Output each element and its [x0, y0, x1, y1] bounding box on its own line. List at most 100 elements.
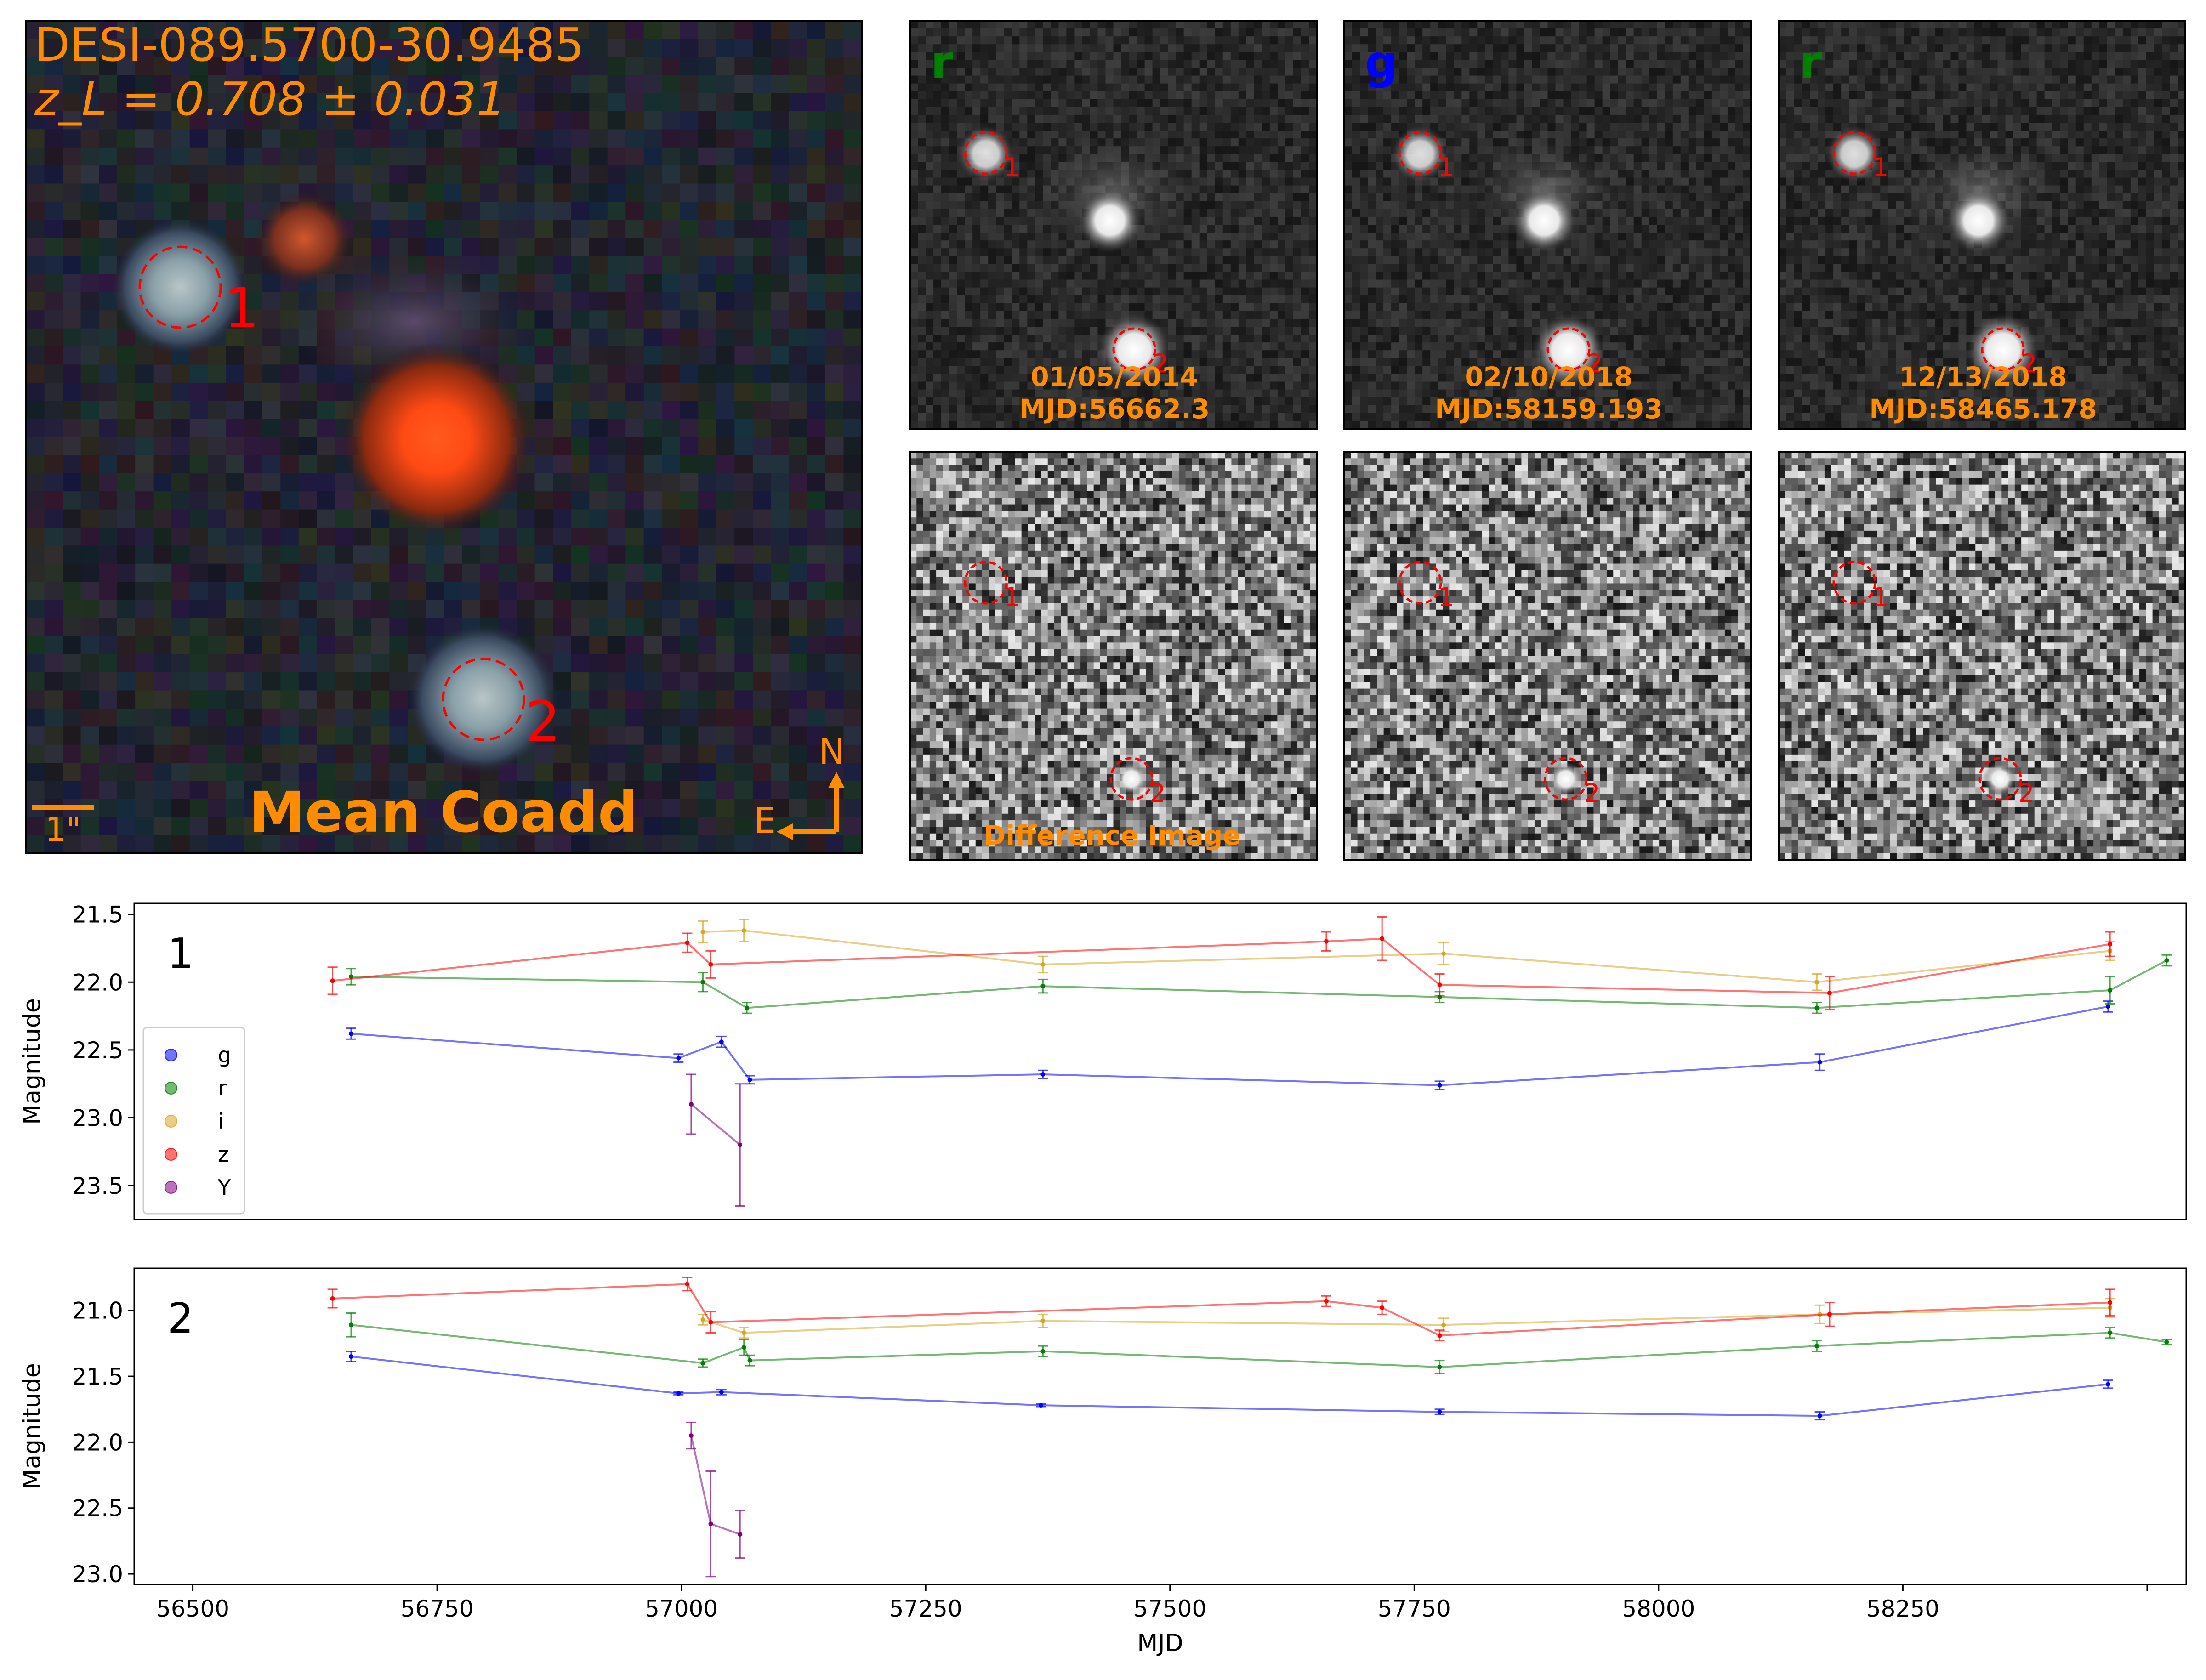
- epoch-2-source-1-circle: [1398, 131, 1442, 175]
- legend-marker: [165, 1049, 177, 1061]
- data-point: [1827, 1312, 1832, 1317]
- epoch-2-source-2-label: 2: [1586, 349, 1603, 379]
- data-point: [741, 928, 746, 933]
- data-point: [1380, 1305, 1385, 1310]
- diff-2-source-2-circle: [1544, 757, 1588, 801]
- epoch-3-source-1-circle: [1832, 131, 1876, 175]
- series-r: [346, 1312, 2172, 1374]
- data-point: [1441, 951, 1446, 956]
- data-point: [1437, 1409, 1442, 1414]
- y-tick-label: 23.0: [72, 1561, 123, 1588]
- data-point: [708, 962, 713, 967]
- data-point: [1441, 1322, 1446, 1328]
- difference-panel-3: 12: [1778, 451, 2186, 861]
- legend-marker: [165, 1181, 177, 1194]
- diff-3-source-1-circle: [1832, 561, 1876, 605]
- data-point: [700, 1361, 705, 1366]
- data-point: [2105, 1004, 2110, 1009]
- epoch-mjd: MJD:58159.193: [1435, 393, 1663, 425]
- data-point: [2108, 942, 2113, 947]
- epoch-3-source-2-circle: [1981, 327, 2025, 371]
- diff-1-source-2-circle: [1109, 757, 1154, 801]
- data-point: [1324, 1299, 1329, 1304]
- y-tick-label: 21.5: [72, 902, 123, 928]
- y-axis-label: Magnitude: [18, 1363, 46, 1490]
- source-1-blob: [957, 125, 1014, 182]
- source-2-blob: [1532, 313, 1605, 387]
- difference-panel-1: 1 2 Difference Image: [909, 451, 1318, 861]
- data-point: [1380, 936, 1385, 941]
- data-point: [349, 1354, 354, 1359]
- data-point: [738, 1532, 743, 1537]
- source-2-blob: [1966, 313, 2040, 387]
- data-point: [745, 1005, 750, 1010]
- redshift-label: z_L = 0.708 ± 0.031: [34, 72, 506, 126]
- data-point: [2164, 1339, 2169, 1345]
- image-panels: 1 2 DESI-089.5700-30.9485 z_L = 0.708 ± …: [25, 18, 2186, 861]
- data-point: [738, 1142, 743, 1147]
- data-point: [747, 1358, 752, 1363]
- legend-label: Y: [217, 1175, 231, 1200]
- compass-east: E: [754, 800, 776, 841]
- series-g: [346, 1000, 2113, 1090]
- epoch-1-source-2-label: 2: [1152, 349, 1169, 379]
- target-name: DESI-089.5700-30.9485: [34, 18, 584, 72]
- data-point: [1437, 1365, 1442, 1369]
- x-tick-label: 56500: [156, 1595, 229, 1622]
- data-point: [747, 1077, 752, 1082]
- y-tick-label: 23.5: [72, 1173, 123, 1199]
- data-point: [1437, 982, 1442, 988]
- x-tick-label: 57000: [645, 1595, 718, 1622]
- lens-blob: [1078, 188, 1142, 253]
- data-point: [1040, 1318, 1046, 1323]
- epoch-band-label: r: [931, 35, 954, 89]
- series-g: [346, 1351, 2113, 1421]
- difference-image-label: Difference Image: [984, 820, 1241, 851]
- difference-panel-2: 12: [1343, 451, 1752, 861]
- source-2-circle: [442, 658, 525, 741]
- x-tick-label: 58000: [1622, 1595, 1695, 1622]
- series-z: [327, 1277, 2115, 1342]
- source-1-circle: [138, 245, 222, 329]
- y-tick-label: 22.5: [72, 1037, 123, 1064]
- data-point: [700, 980, 705, 985]
- series-line: [351, 959, 2167, 1009]
- y-tick-label: 22.5: [72, 1495, 123, 1522]
- data-point: [676, 1391, 681, 1396]
- data-point: [1814, 1005, 1819, 1010]
- data-point: [700, 930, 705, 935]
- source-1-label: 1: [224, 277, 259, 341]
- x-tick-label: 57250: [889, 1595, 962, 1622]
- data-point: [330, 1296, 335, 1301]
- data-point: [1040, 1349, 1046, 1354]
- source-2-label: 2: [525, 690, 560, 754]
- x-tick-label: 56750: [401, 1595, 474, 1622]
- data-point: [685, 1282, 690, 1287]
- legend-label: i: [218, 1109, 224, 1134]
- panel-label: 1: [167, 930, 193, 978]
- y-tick-label: 21.5: [72, 1363, 123, 1390]
- legend-marker: [165, 1082, 177, 1095]
- diff-1-source-1-circle: [964, 561, 1008, 605]
- legend-box: [142, 1027, 245, 1215]
- epoch-2-source-1-label: 1: [1438, 153, 1455, 183]
- data-point: [2108, 988, 2113, 993]
- epoch-1-source-2-circle: [1112, 327, 1156, 371]
- data-point: [1039, 1403, 1044, 1408]
- compass-icon: N E: [754, 731, 845, 841]
- series-line: [703, 930, 2110, 983]
- x-tick-label: 57750: [1378, 1595, 1451, 1622]
- legend-marker: [165, 1115, 177, 1128]
- data-point: [1437, 1083, 1442, 1088]
- data-point: [1040, 962, 1046, 967]
- data-point: [2108, 1300, 2113, 1305]
- data-point: [330, 978, 335, 983]
- data-point: [1827, 990, 1832, 995]
- epoch-3-source-2-label: 2: [2021, 349, 2037, 379]
- lens-blob: [1512, 188, 1576, 253]
- plot-frame: [133, 902, 2187, 1220]
- plot-frame: [133, 1267, 2187, 1585]
- epoch-1-source-1-label: 1: [1004, 153, 1020, 183]
